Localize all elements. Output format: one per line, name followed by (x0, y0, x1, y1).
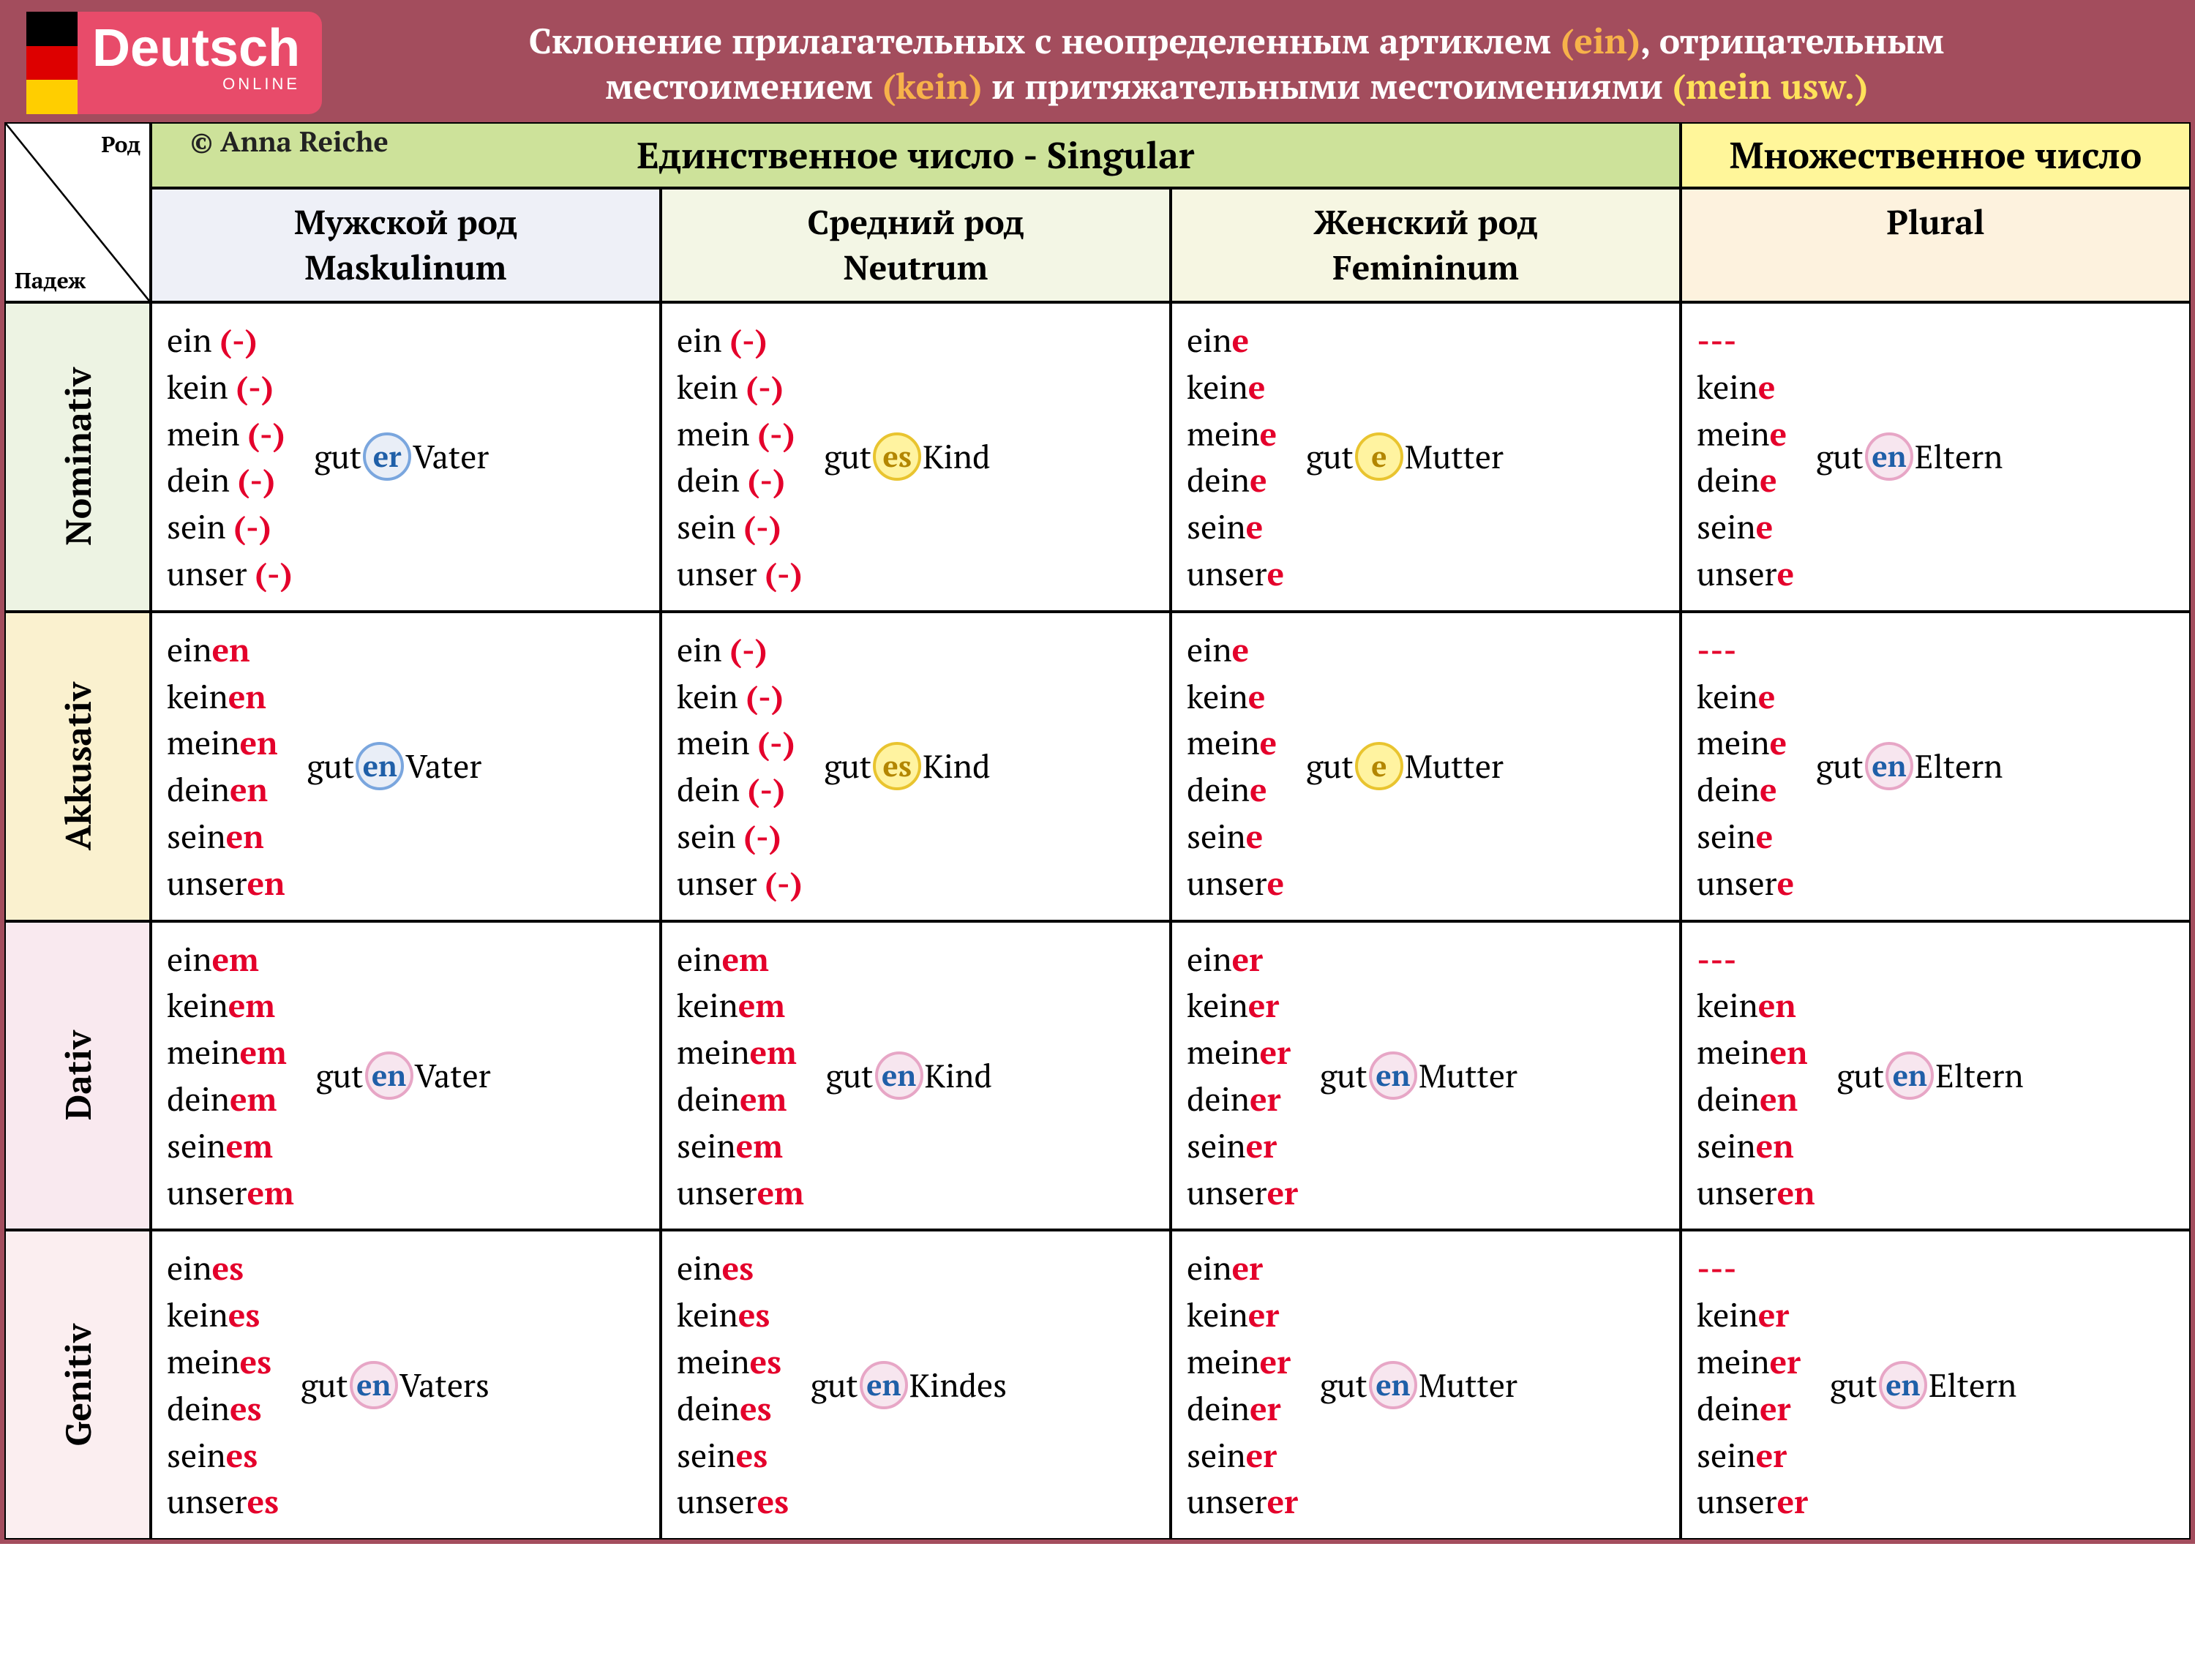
article-list: einenkeinenmeinendeinenseinenunseren (167, 626, 285, 907)
cell-nom-p: ---keinemeinedeineseineunsere gutenEltern (1681, 302, 2191, 612)
cell-gen-f: einerkeinermeinerdeinerseinerunserer gute… (1171, 1230, 1681, 1540)
article-list: ---keinenmeinendeinenseinenunseren (1697, 936, 1815, 1216)
title-line-1: Склонение прилагательных с неопределенны… (312, 18, 2161, 63)
adjective-example: gutenMutter (1320, 1361, 1517, 1409)
case-label-gen: Genitiv (4, 1230, 151, 1540)
article-list: ---keinemeinedeineseineunsere (1697, 626, 1794, 907)
cell-akk-p: ---keinemeinedeineseineunsere gutenEltern (1681, 612, 2191, 921)
adjective-example: gutenKind (826, 1051, 992, 1100)
article-list: ein (-)kein (-)mein (-)dein (-)sein (-)u… (677, 626, 802, 907)
article-list: eineskeinesmeinesdeinesseinesunseres (167, 1245, 279, 1525)
cell-dat-p: ---keinenmeinendeinenseinenunseren gutenE… (1681, 921, 2191, 1231)
article-list: eineskeinesmeinesdeinesseinesunseres (677, 1245, 789, 1525)
adjective-example: gutenVater (307, 742, 481, 790)
article-list: einekeinemeinedeineseineunsere (1187, 317, 1284, 597)
article-list: ein (-)kein (-)mein (-)dein (-)sein (-)u… (167, 317, 292, 597)
logo: Deutsch ONLINE (26, 12, 322, 114)
corner-cell: Род Падеж (4, 122, 151, 302)
article-list: einerkeinermeinerdeinerseinerunserer (1187, 936, 1298, 1216)
page: Deutsch ONLINE Склонение прилагательных … (0, 0, 2195, 1544)
adjective-example: guteMutter (1306, 432, 1504, 481)
case-label-dat: Dativ (4, 921, 151, 1231)
cell-gen-n: eineskeinesmeinesdeinesseinesunseres gute… (661, 1230, 1171, 1540)
col-header-femininum: Женский родFemininum (1171, 188, 1681, 302)
cell-akk-n: ein (-)kein (-)mein (-)dein (-)sein (-)u… (661, 612, 1171, 921)
col-header-neutrum: Средний родNeutrum (661, 188, 1171, 302)
declension-table: Род Падеж Единственное число - Singular … (4, 122, 2191, 1540)
cell-akk-m: einenkeinenmeinendeinenseinenunseren gute… (151, 612, 661, 921)
adjective-example: gutenKindes (811, 1361, 1007, 1409)
cell-akk-f: einekeinemeinedeineseineunsere guteMutter (1171, 612, 1681, 921)
case-label-akk: Akkusativ (4, 612, 151, 921)
article-list: einerkeinermeinerdeinerseinerunserer (1187, 1245, 1298, 1525)
adjective-example: gutenVater (316, 1051, 491, 1100)
cell-dat-m: einemkeinemmeinemdeinemseinemunserem gute… (151, 921, 661, 1231)
credit: © Anna Reiche (190, 123, 389, 160)
logo-brand: Deutsch (92, 22, 300, 75)
adjective-example: gutenEltern (1836, 1051, 2023, 1100)
article-list: einemkeinemmeinemdeinemseinemunserem (677, 936, 804, 1216)
adjective-example: gutesKind (824, 742, 990, 790)
adjective-example: gutenMutter (1320, 1051, 1517, 1100)
header-plural: Множественное число (1681, 122, 2191, 188)
adjective-example: gutenVaters (301, 1361, 489, 1409)
adjective-example: gutenEltern (1830, 1361, 2016, 1409)
cell-gen-p: ---keinermeinerdeinerseinerunserer gutenE… (1681, 1230, 2191, 1540)
article-list: ---keinemeinedeineseineunsere (1697, 317, 1794, 597)
adjective-example: guterVater (314, 432, 489, 481)
cell-dat-n: einemkeinemmeinemdeinemseinemunserem gute… (661, 921, 1171, 1231)
adjective-example: gutenEltern (1816, 432, 2003, 481)
case-label-nom: Nominativ (4, 302, 151, 612)
cell-gen-m: eineskeinesmeinesdeinesseinesunseres gute… (151, 1230, 661, 1540)
cell-nom-m: ein (-)kein (-)mein (-)dein (-)sein (-)u… (151, 302, 661, 612)
article-list: ein (-)kein (-)mein (-)dein (-)sein (-)u… (677, 317, 802, 597)
adjective-example: gutesKind (824, 432, 990, 481)
col-header-maskulinum: Мужской родMaskulinum (151, 188, 661, 302)
header: Deutsch ONLINE Склонение прилагательных … (4, 4, 2191, 122)
cell-dat-f: einerkeinermeinerdeinerseinerunserer gute… (1171, 921, 1681, 1231)
title-line-2: местоимением (kein) и притяжательными ме… (312, 63, 2161, 108)
article-list: einekeinemeinedeineseineunsere (1187, 626, 1284, 907)
adjective-example: gutenEltern (1816, 742, 2003, 790)
german-flag-icon (26, 12, 78, 114)
adjective-example: guteMutter (1306, 742, 1504, 790)
cell-nom-f: einekeinemeinedeineseineunsere guteMutter (1171, 302, 1681, 612)
cell-nom-n: ein (-)kein (-)mein (-)dein (-)sein (-)u… (661, 302, 1171, 612)
article-list: ---keinermeinerdeinerseinerunserer (1697, 1245, 1808, 1525)
article-list: einemkeinemmeinemdeinemseinemunserem (167, 936, 294, 1216)
col-header-plural: Plural (1681, 188, 2191, 302)
